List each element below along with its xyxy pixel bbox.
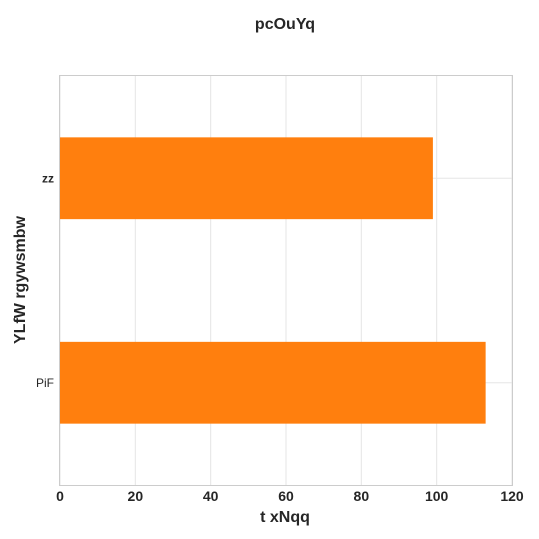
x-tick-label: 60 bbox=[278, 488, 294, 504]
y-axis-label: YLfW rgywsmbw bbox=[12, 215, 29, 344]
bar-pif bbox=[60, 341, 486, 424]
plot-frame bbox=[59, 75, 513, 486]
y-tick-label: zz bbox=[42, 171, 54, 185]
chart-title: pcOuYq bbox=[255, 16, 315, 33]
bars-layer bbox=[60, 137, 486, 424]
bar-zz bbox=[60, 137, 433, 220]
x-tick-label: 0 bbox=[56, 488, 64, 504]
y-ticks-layer: PiF zz bbox=[36, 171, 54, 390]
x-tick-label: 100 bbox=[425, 488, 449, 504]
x-axis-label: t xNqq bbox=[260, 509, 310, 526]
x-ticks-layer: 0 20 40 60 80 100 120 bbox=[56, 488, 524, 504]
x-tick-label: 120 bbox=[500, 488, 524, 504]
x-tick-label: 80 bbox=[354, 488, 370, 504]
x-tick-label: 40 bbox=[203, 488, 219, 504]
x-tick-label: 20 bbox=[128, 488, 144, 504]
y-tick-label: PiF bbox=[36, 376, 54, 390]
